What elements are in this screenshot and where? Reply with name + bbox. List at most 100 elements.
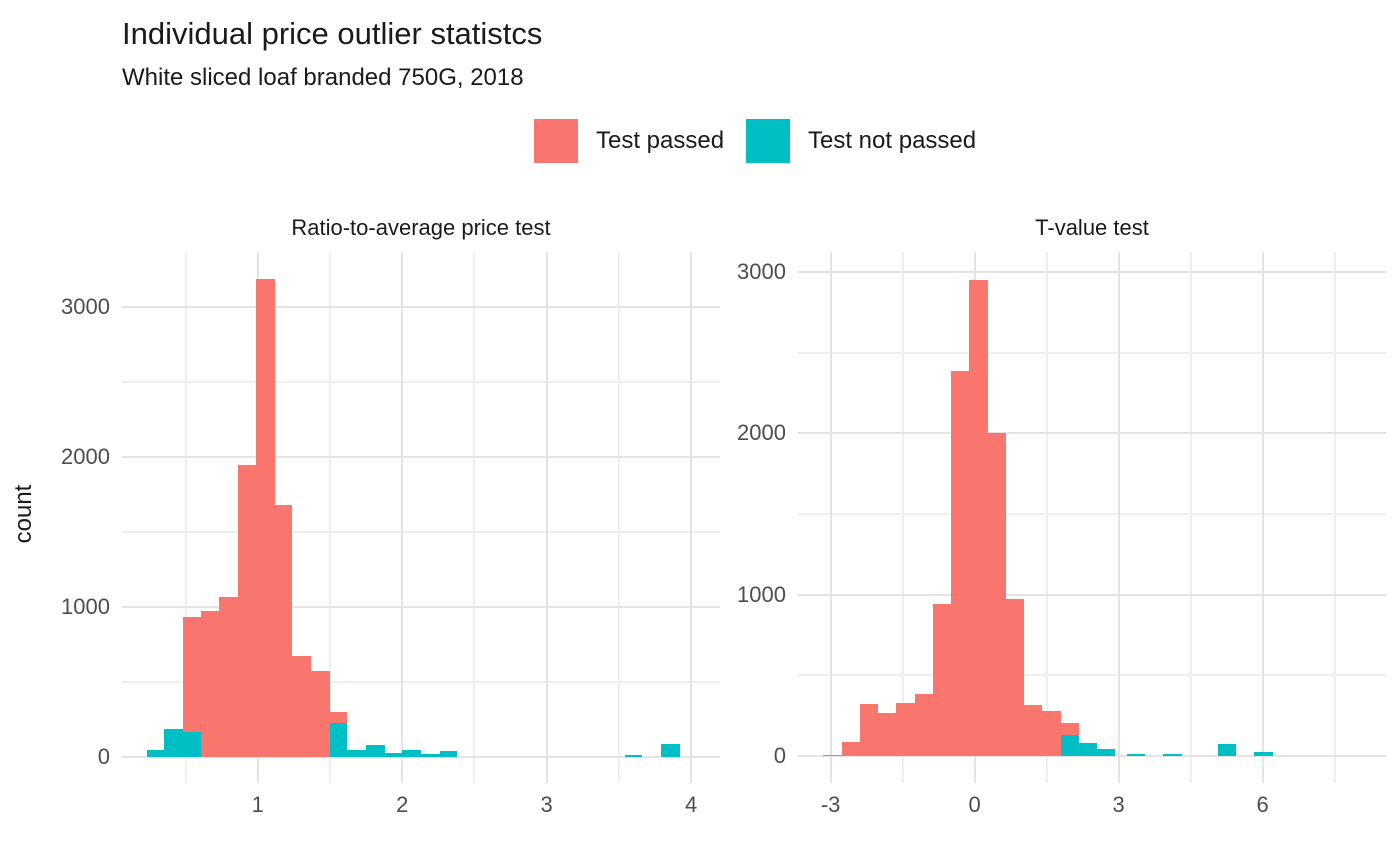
chart-title: Individual price outlier statistcs [122, 16, 543, 51]
gridline-y-minor [122, 681, 720, 684]
bar-segment-test-passed [841, 742, 860, 757]
gridline-x-major [829, 252, 832, 783]
bar-segment-test-passed [237, 465, 257, 758]
gridline-x-major [401, 252, 404, 783]
histogram-bar [896, 702, 915, 757]
bar-segment-test-passed [218, 596, 238, 758]
panel-right [798, 252, 1386, 783]
histogram-bar [163, 728, 183, 758]
gridline-x-minor [1333, 252, 1336, 783]
x-tick-label: 6 [1256, 792, 1269, 817]
bar-segment-test-not-passed [1097, 748, 1116, 757]
gridline-x-major [1117, 252, 1120, 783]
bar-segment-test-passed [896, 702, 915, 757]
gridline-y-major [122, 306, 720, 309]
facet-strip-title: Ratio-to-average price test [291, 215, 551, 240]
histogram-bar [1078, 743, 1098, 757]
bar-segment-test-not-passed [439, 751, 458, 758]
histogram-bar [951, 371, 970, 757]
histogram-bar [1254, 751, 1273, 757]
bar-segment-test-passed [1005, 598, 1025, 757]
bar-segment-test-not-passed [182, 731, 202, 758]
bar-segment-test-passed [256, 278, 276, 758]
bar-segment-test-not-passed [384, 753, 403, 758]
bar-segment-test-not-passed [1126, 754, 1146, 757]
gridline-x-minor [1189, 252, 1192, 783]
bar-segment-test-not-passed [421, 754, 440, 758]
y-tick-label: 3000 [61, 294, 110, 320]
legend-label-test-not-passed: Test not passed [808, 127, 977, 154]
histogram-bar [275, 505, 293, 758]
bar-segment-test-passed [1024, 705, 1043, 757]
bar-segment-test-passed [182, 617, 202, 732]
bar-segment-test-passed [311, 670, 330, 758]
histogram-bar [1005, 598, 1025, 757]
bar-segment-test-not-passed [660, 743, 680, 758]
histogram-bar [1126, 754, 1146, 757]
x-tick-label: 3 [1112, 792, 1125, 817]
bar-segment-test-passed [823, 754, 842, 757]
gridline-x-major [545, 252, 548, 783]
y-tick-label: 0 [97, 744, 110, 770]
bar-segment-test-not-passed [163, 728, 183, 758]
gridline-x-minor [473, 252, 476, 783]
panel-left [122, 252, 720, 783]
bar-segment-test-not-passed [1060, 735, 1079, 757]
x-tick-label: 0 [968, 792, 981, 817]
histogram-bar [218, 596, 238, 758]
histogram-bar [237, 465, 257, 758]
histogram-bar [1024, 705, 1043, 757]
gridline-y-major [798, 593, 1386, 596]
histogram-bar [201, 610, 219, 758]
bar-segment-test-passed [859, 704, 879, 757]
y-tick-label: 3000 [737, 258, 786, 284]
x-tick-label: 3 [540, 792, 553, 817]
histogram-bar [292, 655, 312, 758]
histogram-bar [859, 704, 879, 757]
bar-segment-test-passed [201, 610, 219, 758]
histogram-bar [402, 750, 421, 758]
gridline-x-minor [184, 252, 187, 783]
bar-segment-test-not-passed [1254, 751, 1273, 757]
histogram-bar [366, 745, 385, 758]
histogram-bar [311, 670, 330, 758]
histogram-bar [330, 712, 348, 758]
y-tick-label: 1000 [737, 581, 786, 607]
bar-segment-test-passed [1042, 711, 1061, 757]
histogram-bar [841, 742, 860, 757]
legend-key-test-not-passed [746, 119, 790, 163]
histogram-bar [987, 433, 1006, 757]
histogram-bar [421, 754, 440, 758]
histogram-bar [1060, 723, 1079, 757]
bar-segment-test-passed [292, 655, 312, 758]
gridline-y-major [798, 432, 1386, 435]
gridline-y-major [122, 756, 720, 759]
y-axis-title: count [10, 484, 37, 544]
facet-strip-title: T-value test [1035, 215, 1149, 240]
gridline-x-minor [329, 252, 331, 783]
histogram-bar [256, 278, 276, 758]
histogram-bar [1042, 711, 1061, 757]
bar-segment-test-not-passed [1078, 743, 1098, 757]
gridline-y-major [122, 456, 720, 459]
bar-segment-test-not-passed [1218, 744, 1237, 757]
histogram-bar [914, 693, 933, 757]
bar-segment-test-not-passed [146, 750, 164, 758]
bar-segment-test-not-passed [347, 749, 367, 758]
histogram-bar [624, 754, 642, 758]
gridline-y-minor [798, 351, 1386, 354]
histogram-bar [969, 279, 988, 757]
histogram-bar [932, 604, 952, 757]
histogram-bar [384, 753, 403, 758]
gridline-y-minor [798, 674, 1386, 677]
bar-segment-test-not-passed [366, 745, 385, 758]
bar-segment-test-not-passed [1163, 754, 1182, 757]
x-tick-label: 2 [396, 792, 409, 817]
histogram-bar [1163, 754, 1182, 757]
bar-segment-test-passed [951, 371, 970, 757]
bar-segment-test-not-passed [624, 754, 642, 758]
bar-segment-test-passed [1060, 723, 1079, 736]
gridline-y-major [798, 755, 1386, 758]
histogram-bar [1218, 744, 1237, 757]
histogram-bar [823, 754, 842, 757]
